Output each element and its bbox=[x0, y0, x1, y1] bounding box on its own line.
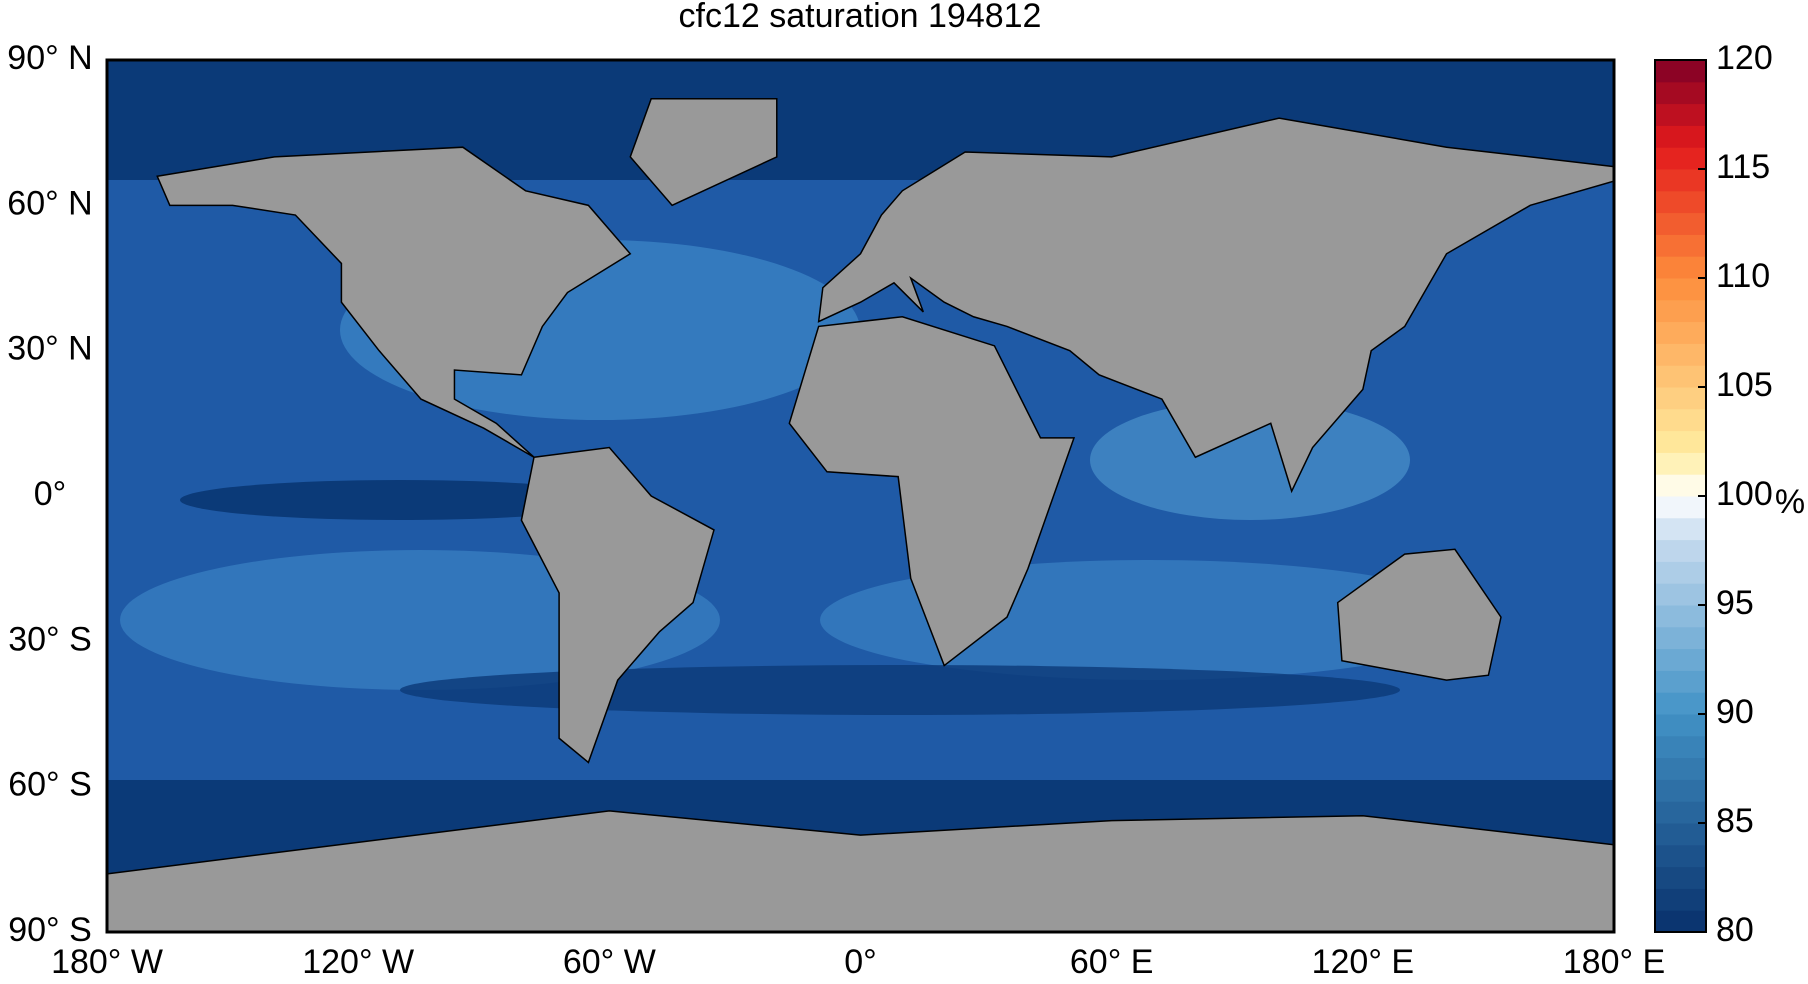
lat-tick-label: 0° bbox=[34, 475, 67, 513]
colorbar-band bbox=[1655, 735, 1706, 759]
colorbar-band bbox=[1655, 147, 1706, 170]
lon-tick-label: 120° E bbox=[1312, 943, 1414, 981]
colorbar-unit: % bbox=[1775, 483, 1805, 521]
colorbar-tick-label: 120 bbox=[1716, 39, 1773, 77]
colorbar-band bbox=[1655, 866, 1706, 889]
colorbar-band bbox=[1655, 714, 1706, 737]
colorbar-band bbox=[1655, 299, 1706, 323]
colorbar-band bbox=[1655, 844, 1706, 868]
colorbar-band bbox=[1655, 452, 1706, 475]
colorbar-tick-label: 95 bbox=[1716, 584, 1754, 622]
lat-tick-label: 60° S bbox=[8, 766, 92, 804]
colorbar-band bbox=[1655, 430, 1706, 453]
colorbar-band bbox=[1655, 408, 1706, 432]
lat-tick-label: 90° S bbox=[8, 911, 92, 949]
lon-tick-label: 180° E bbox=[1563, 943, 1665, 981]
colorbar-band bbox=[1655, 321, 1706, 344]
colorbar-band bbox=[1655, 81, 1706, 105]
colorbar-band bbox=[1655, 539, 1706, 562]
colorbar-band bbox=[1655, 757, 1706, 780]
colorbar-tick-label: 85 bbox=[1716, 802, 1754, 840]
colorbar-band bbox=[1655, 125, 1706, 148]
lon-tick-label: 60° W bbox=[563, 943, 656, 981]
colorbar-tick-label: 100 bbox=[1716, 475, 1773, 513]
colorbar-band bbox=[1655, 103, 1706, 126]
colorbar-band bbox=[1655, 648, 1706, 671]
colorbar-band bbox=[1655, 670, 1706, 693]
lon-tick-label: 0° bbox=[844, 943, 877, 981]
colorbar-band bbox=[1655, 387, 1706, 410]
colorbar-band bbox=[1655, 779, 1706, 802]
colorbar-band bbox=[1655, 583, 1706, 606]
lat-tick-label: 90° N bbox=[7, 39, 92, 77]
colorbar-band bbox=[1655, 910, 1706, 933]
colorbar-tick-label: 80 bbox=[1716, 911, 1754, 949]
colorbar-band bbox=[1655, 169, 1706, 192]
colorbar-band bbox=[1655, 626, 1706, 650]
colorbar-band bbox=[1655, 801, 1706, 824]
colorbar-band bbox=[1655, 234, 1706, 257]
lon-tick-label: 60° E bbox=[1070, 943, 1154, 981]
map-area bbox=[107, 60, 1614, 932]
colorbar-band bbox=[1655, 561, 1706, 584]
colorbar-band bbox=[1655, 60, 1706, 83]
lat-tick-label: 30° N bbox=[7, 330, 92, 368]
colorbar-band bbox=[1655, 474, 1706, 497]
colorbar-band bbox=[1655, 605, 1706, 628]
colorbar-band bbox=[1655, 692, 1706, 715]
colorbar-band bbox=[1655, 256, 1706, 279]
colorbar-band bbox=[1655, 365, 1706, 388]
colorbar-tick-label: 115 bbox=[1716, 148, 1770, 186]
colorbar-tick-label: 110 bbox=[1716, 257, 1770, 295]
colorbar-band bbox=[1655, 496, 1706, 519]
lat-tick-label: 60° N bbox=[7, 184, 92, 222]
colorbar-band bbox=[1655, 343, 1706, 366]
colorbar-tick-label: 105 bbox=[1716, 366, 1773, 404]
colorbar-band bbox=[1655, 278, 1706, 301]
lat-tick-label: 30° S bbox=[8, 620, 92, 658]
colorbar-tick-label: 90 bbox=[1716, 693, 1754, 731]
colorbar-band bbox=[1655, 888, 1706, 911]
colorbar-band bbox=[1655, 190, 1706, 214]
lon-tick-label: 180° W bbox=[51, 943, 163, 981]
map-frame bbox=[105, 58, 1616, 934]
lon-tick-label: 120° W bbox=[302, 943, 414, 981]
colorbar-band bbox=[1655, 517, 1706, 541]
map-title: cfc12 saturation 194812 bbox=[679, 0, 1042, 35]
colorbar-band bbox=[1655, 212, 1706, 235]
colorbar-band bbox=[1655, 823, 1706, 846]
